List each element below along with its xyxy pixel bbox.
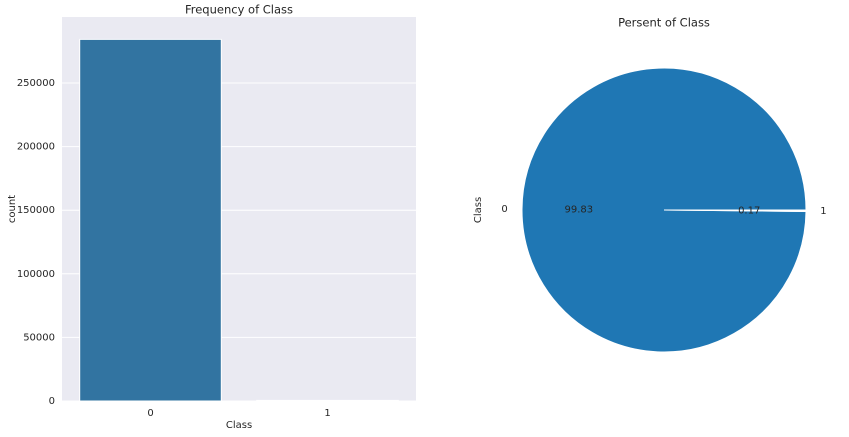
- x-tick-label: 1: [324, 408, 330, 419]
- x-tick-label: 0: [147, 408, 153, 419]
- y-tick-label: 150000: [17, 205, 55, 216]
- y-axis-label: Class: [473, 197, 484, 223]
- slice-label: 1: [820, 206, 826, 217]
- slice-label: 0: [501, 204, 507, 215]
- chart-title: Frequency of Class: [185, 3, 293, 17]
- y-tick-label: 250000: [17, 78, 55, 89]
- y-tick-label: 0: [49, 396, 55, 407]
- y-tick-label: 50000: [23, 332, 55, 343]
- chart-title: Persent of Class: [618, 16, 710, 30]
- bar: [79, 38, 222, 402]
- bar: [256, 399, 399, 402]
- y-tick-label: 100000: [17, 269, 55, 280]
- y-tick-label: 200000: [17, 142, 55, 153]
- slice-value-label: 99.83: [564, 205, 593, 216]
- y-axis-label: count: [7, 195, 18, 223]
- pie-slice: [663, 209, 807, 213]
- slice-value-label: 0.17: [738, 205, 760, 216]
- x-axis-label: Class: [226, 420, 252, 431]
